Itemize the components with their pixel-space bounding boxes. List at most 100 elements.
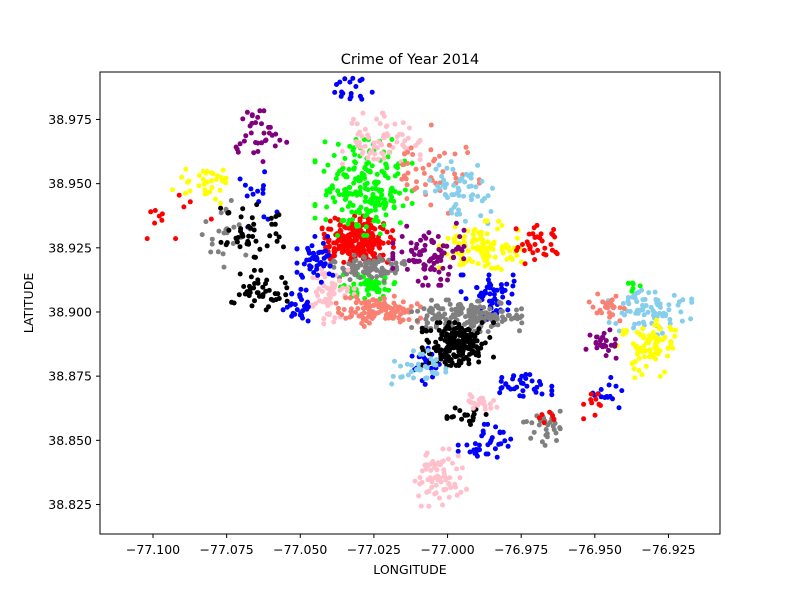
crime-point-blue [314, 256, 320, 262]
crime-point-black [251, 221, 257, 227]
crime-point-pink [443, 477, 449, 483]
crime-point-yellow [667, 324, 673, 330]
crime-point-red [152, 220, 158, 226]
crime-point-red [530, 250, 536, 256]
crime-point-green [358, 281, 364, 287]
crime-point-green [350, 203, 356, 208]
crime-point-black [438, 356, 444, 362]
crime-point-red [371, 242, 377, 248]
crime-point-green [385, 175, 391, 181]
y-axis: 38.825 38.850 38.875 38.900 38.925 38.950 38.9… [48, 112, 100, 512]
crime-point-yellow [186, 178, 192, 184]
crime-point-pink [371, 156, 377, 162]
crime-point-black [264, 243, 270, 249]
crime-point-salmon [397, 319, 403, 325]
crime-point-black [270, 297, 276, 303]
crime-point-pink [454, 466, 460, 472]
crime-point-skyblue [450, 166, 456, 172]
crime-point-blue [422, 381, 428, 387]
crime-point-purple [255, 149, 261, 154]
crime-point-blue [359, 76, 365, 82]
crime-point-red [515, 245, 521, 250]
crime-point-black [268, 215, 274, 221]
crime-point-green [324, 188, 330, 194]
crime-point-black [226, 210, 232, 215]
crime-point-black [276, 234, 282, 240]
crime-point-black [456, 341, 462, 347]
crime-point-red [595, 391, 601, 397]
crime-point-pink [376, 139, 381, 145]
crime-point-skyblue [479, 178, 485, 184]
crime-point-gray [509, 316, 514, 322]
crime-point-green [364, 233, 370, 238]
crime-point-gray [553, 430, 559, 436]
crime-point-gray [216, 228, 222, 234]
crime-point-black [266, 304, 271, 310]
crime-point-pink [423, 452, 429, 458]
crime-point-skyblue [678, 309, 684, 315]
crime-point-skyblue [640, 302, 645, 308]
crime-point-blue [619, 388, 625, 394]
crime-point-gray [488, 324, 494, 329]
crime-point-green [373, 286, 379, 292]
crime-point-pink [332, 315, 338, 321]
crime-point-blue [312, 234, 318, 239]
crime-point-purple [440, 243, 446, 249]
crime-point-blue [608, 375, 614, 380]
crime-point-blue [491, 291, 497, 297]
crime-point-blue [294, 260, 300, 266]
crime-point-skyblue [392, 358, 397, 364]
crime-point-green [409, 160, 415, 166]
crime-point-yellow [471, 236, 477, 242]
crime-point-red [351, 238, 357, 244]
crime-point-black [483, 412, 489, 417]
crime-point-yellow [487, 245, 493, 251]
crime-point-salmon [369, 316, 375, 321]
crime-point-yellow [196, 183, 202, 189]
crime-point-yellow [672, 333, 678, 339]
crime-point-blue [289, 291, 295, 296]
crime-point-red [532, 257, 538, 263]
crime-point-blue [616, 405, 622, 411]
crime-point-blue [327, 263, 333, 269]
crime-point-red [159, 217, 165, 223]
crime-point-green [353, 160, 358, 166]
crime-point-salmon [343, 295, 349, 301]
crime-point-blue [510, 283, 516, 289]
crime-point-pink [377, 121, 383, 127]
crime-point-pink [385, 133, 391, 139]
crime-point-purple [436, 269, 442, 275]
crime-point-green [379, 168, 385, 174]
crime-point-green [369, 163, 375, 169]
crime-point-skyblue [463, 171, 469, 177]
crime-point-yellow [642, 354, 647, 360]
crime-point-red [319, 226, 325, 232]
crime-point-salmon [348, 306, 354, 312]
crime-point-pink [491, 398, 497, 403]
crime-point-red [378, 239, 384, 245]
crime-point-pink [345, 285, 350, 291]
crime-point-blue [520, 393, 526, 399]
crime-point-skyblue [411, 375, 416, 381]
crime-point-yellow [460, 261, 466, 267]
crime-point-green [388, 186, 394, 192]
crime-point-pink [424, 489, 430, 495]
crime-point-pink [426, 503, 432, 509]
crime-point-blue [613, 383, 619, 389]
crime-point-pink [405, 135, 411, 141]
crime-point-salmon [353, 300, 359, 306]
crime-point-skyblue [485, 193, 491, 199]
crime-point-pink [351, 286, 357, 292]
crime-point-yellow [499, 223, 505, 228]
crime-point-green [369, 197, 375, 203]
crime-point-green [377, 231, 383, 237]
crime-point-pink [417, 481, 423, 487]
crime-point-yellow [637, 345, 643, 351]
crime-point-blue [250, 191, 256, 197]
crime-point-purple [237, 141, 243, 147]
crime-point-yellow [445, 235, 451, 241]
crime-point-gray [443, 297, 449, 303]
crime-point-green [371, 218, 377, 224]
crime-point-purple [249, 113, 255, 119]
crime-point-blue [242, 182, 248, 188]
